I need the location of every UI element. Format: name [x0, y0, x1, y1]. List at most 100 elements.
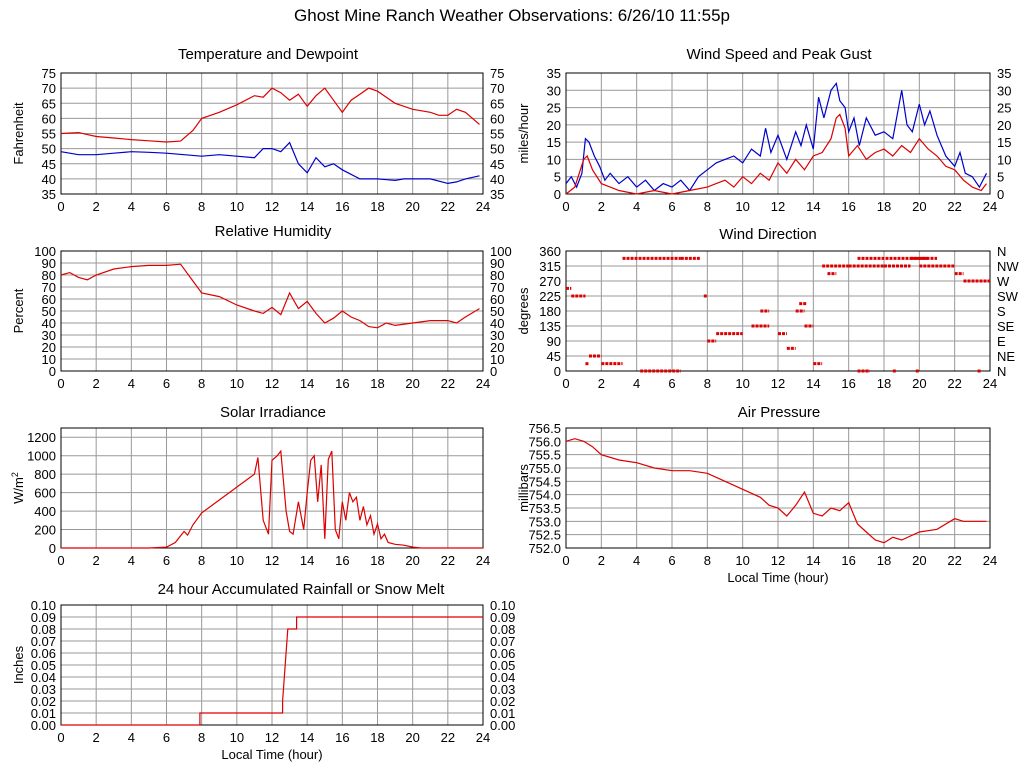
x-tick-label: 2	[93, 376, 100, 391]
y-tick-label: 755.0	[528, 461, 561, 476]
y-tick-label: 35	[42, 187, 56, 202]
x-tick-label: 18	[370, 730, 384, 745]
y-tick-label: 1200	[27, 430, 56, 445]
x-tick-label: 20	[405, 376, 419, 391]
y-tick-label: 180	[539, 304, 561, 319]
x-tick-label: 18	[877, 553, 891, 568]
x-tick-label: 10	[735, 199, 749, 214]
x-tick-label: 10	[735, 553, 749, 568]
y-tick-label: 30	[42, 328, 56, 343]
series-line-red	[60, 87, 480, 143]
x-tick-label: 12	[771, 199, 785, 214]
right-tick-label: 55	[490, 127, 504, 142]
x-tick-label: 8	[704, 553, 711, 568]
right-tick-label: 0.09	[490, 610, 515, 625]
series-line-red	[565, 113, 987, 195]
x-tick-label: 22	[947, 199, 961, 214]
x-tick-label: 16	[841, 553, 855, 568]
x-axis-label: Local Time (hour)	[727, 570, 828, 585]
y-tick-label: 752.5	[528, 528, 561, 543]
x-tick-label: 2	[93, 553, 100, 568]
series-line-red	[565, 438, 987, 544]
y-tick-label: 225	[539, 289, 561, 304]
chart-title: Air Pressure	[738, 404, 821, 421]
x-tick-label: 16	[335, 376, 349, 391]
right-tick-label: 60	[490, 292, 504, 307]
x-tick-label: 6	[163, 199, 170, 214]
x-tick-label: 22	[947, 376, 961, 391]
y-tick-label: 0	[49, 541, 56, 556]
right-tick-label: 90	[490, 256, 504, 271]
right-tick-label: 10	[490, 352, 504, 367]
x-tick-label: 4	[128, 376, 135, 391]
chart-title: Solar Irradiance	[220, 404, 326, 421]
right-tick-label: 35	[490, 187, 504, 202]
y-tick-label: 50	[42, 304, 56, 319]
y-tick-label: 0.08	[31, 622, 56, 637]
y-tick-label: 65	[42, 96, 56, 111]
y-tick-label: 0.10	[31, 598, 56, 613]
y-tick-label: 45	[42, 157, 56, 172]
y-axis-label: Fahrenheit	[11, 102, 26, 165]
right-tick-label: 0.04	[490, 670, 515, 685]
y-tick-label: 752.0	[528, 541, 561, 556]
y-tick-label: 100	[34, 244, 56, 259]
x-tick-label: 6	[668, 199, 675, 214]
y-tick-label: 0	[554, 187, 561, 202]
right-tick-label: E	[997, 334, 1006, 349]
x-tick-label: 4	[128, 199, 135, 214]
x-tick-label: 24	[476, 553, 490, 568]
right-tick-label: 75	[490, 66, 504, 81]
x-tick-label: 2	[598, 376, 605, 391]
x-tick-label: 14	[806, 199, 820, 214]
x-tick-label: 22	[441, 199, 455, 214]
right-tick-label: 0	[997, 187, 1004, 202]
y-tick-label: 50	[42, 142, 56, 157]
y-tick-label: 756.5	[528, 421, 561, 436]
x-tick-label: 8	[704, 199, 711, 214]
x-tick-label: 12	[265, 376, 279, 391]
chart-title: Wind Direction	[719, 226, 817, 243]
right-tick-label: 20	[490, 340, 504, 355]
right-tick-label: 0.05	[490, 658, 515, 673]
chart-title: Wind Speed and Peak Gust	[686, 46, 872, 63]
x-tick-label: 10	[735, 376, 749, 391]
x-tick-label: 12	[771, 553, 785, 568]
x-tick-label: 20	[405, 730, 419, 745]
right-tick-label: 20	[997, 118, 1011, 133]
x-tick-label: 20	[912, 553, 926, 568]
right-tick-label: 70	[490, 280, 504, 295]
x-tick-label: 0	[562, 553, 569, 568]
x-tick-label: 18	[370, 199, 384, 214]
right-tick-label: N	[997, 244, 1006, 259]
y-tick-label: 0.05	[31, 658, 56, 673]
x-tick-label: 0	[562, 376, 569, 391]
y-tick-label: 0.07	[31, 634, 56, 649]
right-tick-label: SW	[997, 289, 1019, 304]
plot-frame	[565, 427, 991, 549]
x-tick-label: 8	[198, 730, 205, 745]
y-tick-label: 0.03	[31, 682, 56, 697]
y-tick-label: 15	[547, 135, 561, 150]
x-tick-label: 10	[230, 730, 244, 745]
x-tick-label: 0	[562, 199, 569, 214]
y-axis-label: degrees	[516, 287, 531, 334]
x-tick-label: 22	[441, 553, 455, 568]
x-tick-label: 0	[57, 730, 64, 745]
y-tick-label: 75	[42, 66, 56, 81]
y-axis-label: miles/hour	[516, 103, 531, 164]
y-axis-label: millibars	[516, 464, 531, 512]
x-tick-label: 14	[300, 199, 314, 214]
x-tick-label: 2	[598, 553, 605, 568]
y-tick-label: 40	[42, 172, 56, 187]
x-tick-label: 4	[128, 553, 135, 568]
x-tick-label: 20	[405, 553, 419, 568]
y-tick-label: 1000	[27, 449, 56, 464]
x-tick-label: 6	[163, 553, 170, 568]
right-tick-label: 40	[490, 316, 504, 331]
x-tick-label: 0	[57, 553, 64, 568]
